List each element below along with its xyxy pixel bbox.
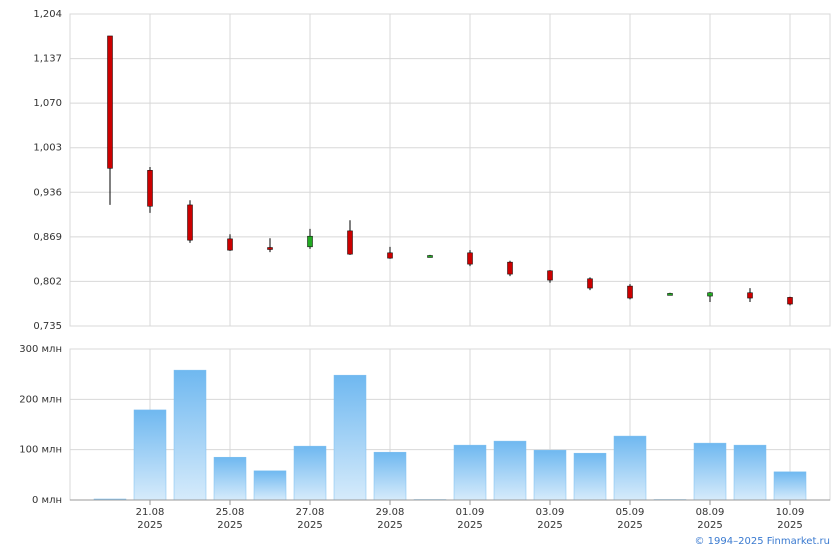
candle-body [227, 238, 233, 251]
candle-body [187, 204, 193, 241]
x-tick-label: 27.08 2025 [296, 507, 325, 531]
candle-body [507, 261, 513, 275]
volume-bar [733, 444, 767, 501]
volume-bar [693, 442, 727, 501]
x-tick-label: 21.08 2025 [136, 507, 165, 531]
candle-body [747, 292, 753, 299]
plot-frame [69, 13, 831, 327]
volume-bar [333, 374, 367, 501]
y-tick-label: 200 млн [19, 394, 62, 405]
candle-body [627, 285, 633, 299]
y-tick-label: 1,137 [33, 54, 62, 65]
candle-body [107, 35, 113, 169]
candle-body [347, 230, 353, 255]
candle-body [787, 297, 793, 305]
y-tick-label: 0 млн [32, 495, 62, 506]
candle-body [427, 255, 433, 258]
y-tick-label: 0,735 [33, 321, 62, 332]
volume-bar [453, 444, 487, 501]
candle-body [147, 170, 153, 207]
candle-body [267, 247, 273, 250]
x-tick-label: 01.09 2025 [456, 507, 485, 531]
x-tick-label: 10.09 2025 [776, 507, 805, 531]
volume-bar [493, 440, 527, 501]
candle-body [667, 293, 673, 296]
volume-bar [213, 456, 247, 501]
x-tick-label: 08.09 2025 [696, 507, 725, 531]
y-tick-label: 0,802 [33, 276, 62, 287]
candle-body [587, 278, 593, 289]
volume-bar [773, 471, 807, 501]
volume-bar [293, 445, 327, 501]
x-tick-label: 05.09 2025 [616, 507, 645, 531]
candle-body [707, 292, 713, 297]
candle-body [307, 235, 313, 248]
copyright[interactable]: © 1994–2025 Finmarket.ru [694, 536, 830, 547]
x-tick-label: 03.09 2025 [536, 507, 565, 531]
volume-bar [253, 470, 287, 501]
volume-bar [173, 369, 207, 501]
y-tick-label: 1,003 [33, 143, 62, 154]
x-tick-label: 29.08 2025 [376, 507, 405, 531]
y-tick-label: 0,936 [33, 187, 62, 198]
y-tick-label: 300 млн [19, 344, 62, 355]
volume-bar [373, 451, 407, 501]
volume-bar [573, 452, 607, 501]
x-tick-label: 25.08 2025 [216, 507, 245, 531]
candle-body [547, 270, 553, 281]
y-tick-label: 100 млн [19, 445, 62, 456]
y-tick-label: 0,869 [33, 232, 62, 243]
candle-body [387, 252, 393, 259]
volume-bar [613, 435, 647, 501]
y-tick-label: 1,070 [33, 98, 62, 109]
candle-body [467, 252, 473, 265]
volume-bar [133, 409, 167, 501]
volume-bar [533, 449, 567, 501]
y-tick-label: 1,204 [33, 9, 62, 20]
